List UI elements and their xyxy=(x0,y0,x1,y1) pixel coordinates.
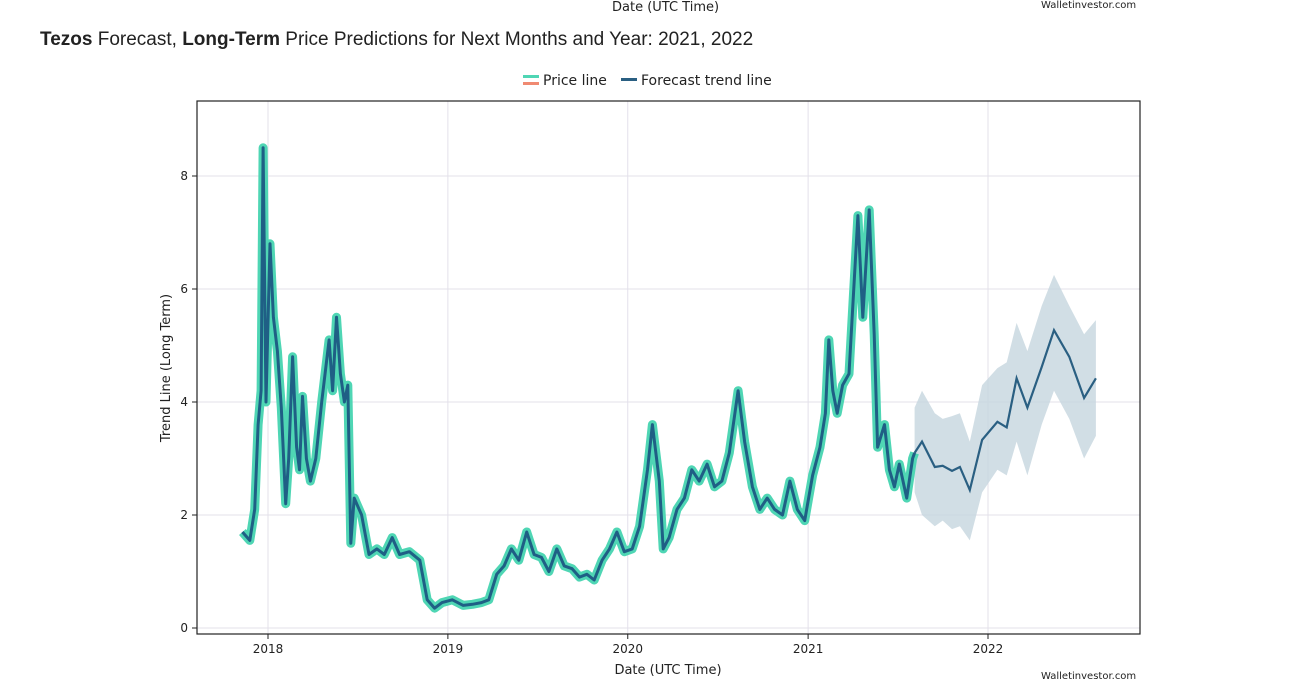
title-text-1: Forecast, xyxy=(92,29,183,50)
title-coin: Tezos xyxy=(40,29,93,50)
legend-price-swatch xyxy=(523,75,539,78)
y-tick-label: 4 xyxy=(180,395,188,409)
title-term: Long-Term xyxy=(182,29,280,50)
x-tick-label: 2019 xyxy=(433,642,464,656)
title-text-2: Price Predictions for Next Months and Ye… xyxy=(280,29,754,50)
x-tick-label: 2020 xyxy=(612,642,643,656)
x-tick-label: 2022 xyxy=(973,642,1004,656)
y-tick-label: 6 xyxy=(180,282,188,296)
axis-ticks: 2018 2019 2020 2021 2022 0 2 4 6 8 xyxy=(180,169,1003,656)
plot-frame xyxy=(196,100,1141,635)
watermark-top: Walletinvestor.com xyxy=(1041,0,1137,11)
page-title: Tezos Forecast, Long-Term Price Predicti… xyxy=(40,29,753,51)
cut-off-axis-label: Date (UTC Time) xyxy=(612,0,720,15)
legend-forecast-label: Forecast trend line xyxy=(641,73,772,89)
legend-price-swatch-secondary xyxy=(523,82,539,85)
x-tick-label: 2018 xyxy=(253,642,284,656)
y-tick-label: 2 xyxy=(180,508,188,522)
price-line xyxy=(241,146,917,610)
legend: Price line Forecast trend line xyxy=(523,73,772,89)
forecast-trend-line xyxy=(913,327,1097,494)
x-tick-label: 2021 xyxy=(793,642,824,656)
watermark: Walletinvestor.com xyxy=(1041,671,1136,682)
x-axis-label: Date (UTC Time) xyxy=(614,663,721,678)
y-tick-label: 8 xyxy=(180,169,188,183)
y-tick-label: 0 xyxy=(180,621,188,635)
legend-price-label: Price line xyxy=(543,73,607,89)
legend-forecast-swatch xyxy=(621,78,637,81)
y-axis-label: Trend Line (Long Term) xyxy=(159,294,174,443)
